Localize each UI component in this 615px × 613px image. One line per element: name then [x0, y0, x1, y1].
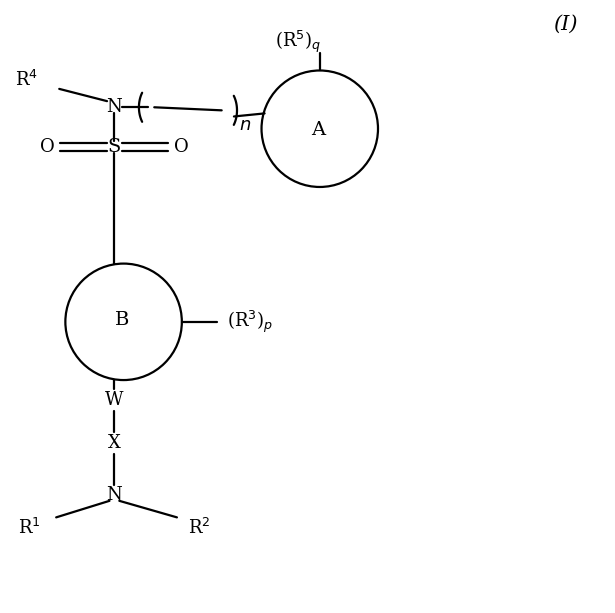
- Text: (I): (I): [553, 15, 577, 34]
- Text: (R$^3$)$_p$: (R$^3$)$_p$: [226, 309, 272, 335]
- Text: A: A: [311, 121, 325, 139]
- Text: S: S: [108, 138, 121, 156]
- Text: N: N: [106, 98, 122, 116]
- Text: W: W: [105, 390, 124, 409]
- Text: R$^4$: R$^4$: [15, 70, 38, 89]
- Text: O: O: [39, 138, 54, 156]
- Text: N: N: [106, 485, 122, 504]
- Text: B: B: [115, 311, 130, 329]
- Text: R$^2$: R$^2$: [188, 519, 210, 538]
- Text: R$^1$: R$^1$: [18, 519, 41, 538]
- Text: (R$^5$)$_q$: (R$^5$)$_q$: [276, 29, 321, 55]
- Text: $n$: $n$: [239, 116, 251, 134]
- Text: O: O: [175, 138, 189, 156]
- Text: X: X: [108, 433, 121, 452]
